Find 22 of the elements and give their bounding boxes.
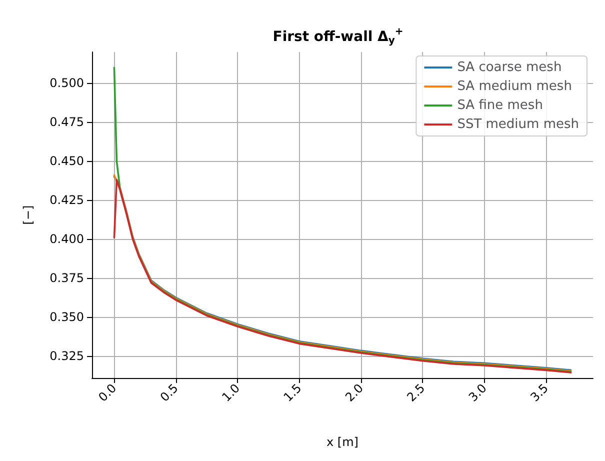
y-tick-label: 0.400 xyxy=(50,232,84,246)
y-axis-title: [−] xyxy=(21,205,35,225)
y-tick-label: 0.425 xyxy=(50,193,84,208)
y-tick-label: 0.450 xyxy=(50,154,84,168)
x-tick-label: 3.0 xyxy=(466,381,490,404)
legend-label: SA coarse mesh xyxy=(457,60,562,75)
y-tick-label: 0.500 xyxy=(50,76,84,90)
legend-label: SST medium mesh xyxy=(457,117,579,132)
y-tick-label: 0.475 xyxy=(50,115,84,130)
x-tick-label: 1.5 xyxy=(280,381,304,404)
x-tick-label: 2.5 xyxy=(404,381,428,404)
x-axis-title: x [m] xyxy=(326,435,358,449)
x-tick-label: 0.0 xyxy=(96,381,120,404)
x-tick-label: 3.5 xyxy=(528,381,552,404)
y-tick-label: 0.325 xyxy=(50,349,84,364)
x-tick-label: 1.0 xyxy=(219,381,243,404)
y-tick-label: 0.350 xyxy=(50,310,84,324)
x-tick-label: 0.5 xyxy=(157,381,181,404)
legend-label: SA fine mesh xyxy=(457,98,543,113)
x-tick-label: 2.0 xyxy=(342,381,366,404)
legend-label: SA medium mesh xyxy=(457,79,572,94)
y-tick-label: 0.375 xyxy=(50,271,84,286)
